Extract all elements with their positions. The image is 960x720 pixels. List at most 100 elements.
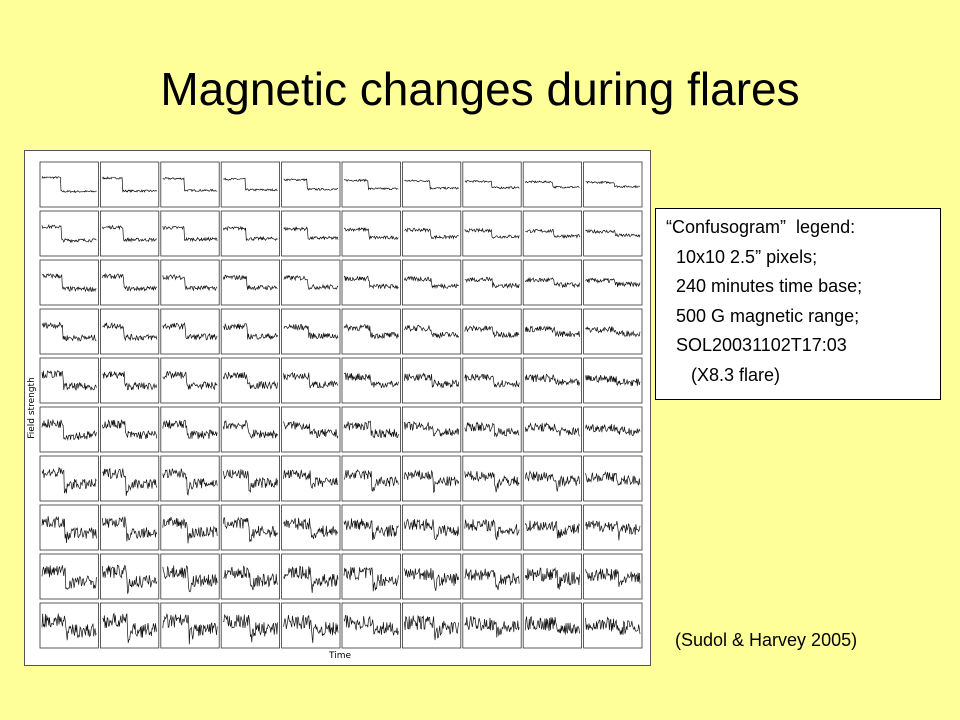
panel — [220, 161, 280, 208]
panel-trace — [283, 517, 339, 540]
panel — [100, 308, 160, 355]
panel-trace — [464, 470, 520, 493]
legend-line: SOL20031102T17:03 — [666, 335, 847, 355]
panel — [100, 553, 160, 600]
panel-trace — [585, 326, 641, 338]
panel-trace — [41, 370, 97, 391]
panel-trace — [464, 518, 520, 541]
panel-trace — [404, 372, 460, 389]
panel — [462, 553, 522, 600]
panel — [583, 504, 643, 551]
panel-grid — [39, 161, 643, 649]
panel-trace — [464, 227, 520, 240]
panel — [522, 455, 583, 502]
panel — [39, 357, 99, 404]
panel — [39, 259, 99, 306]
panel — [281, 504, 341, 551]
panel — [462, 455, 522, 502]
panel-trace — [162, 370, 218, 391]
citation: (Sudol & Harvey 2005) — [675, 630, 858, 650]
panel — [39, 455, 99, 502]
panel — [220, 602, 280, 649]
panel-trace — [585, 277, 641, 288]
panel — [522, 357, 583, 404]
panel-trace — [283, 226, 339, 241]
panel — [220, 357, 280, 404]
panel-trace — [343, 275, 399, 290]
panel — [522, 553, 583, 600]
panel-trace — [283, 565, 339, 593]
panel — [39, 504, 99, 551]
panel-trace — [162, 419, 218, 440]
panel — [160, 553, 220, 600]
panel — [341, 455, 401, 502]
panel — [583, 259, 643, 306]
panel-trace — [404, 275, 459, 290]
panel-trace — [404, 615, 460, 641]
panel-trace — [585, 228, 641, 238]
panel-trace — [404, 518, 460, 541]
panel — [341, 259, 401, 306]
panel-trace — [162, 612, 218, 645]
panel-trace — [464, 373, 520, 389]
panel-trace — [41, 516, 97, 544]
panel — [401, 161, 462, 208]
panel — [341, 357, 401, 404]
panel — [160, 161, 220, 208]
panel — [281, 406, 341, 453]
panel-trace — [162, 322, 218, 341]
panel — [341, 161, 401, 208]
panel-trace — [524, 567, 580, 590]
panel — [583, 357, 643, 404]
panel-trace — [102, 516, 158, 542]
panel — [100, 455, 160, 502]
figure-frame — [24, 150, 651, 666]
panel-trace — [41, 466, 97, 494]
panel-trace — [102, 371, 158, 391]
panel-trace — [222, 516, 278, 542]
panel-trace — [585, 567, 641, 587]
panel-trace — [222, 419, 278, 439]
panel-trace — [222, 469, 278, 493]
panel-trace — [222, 225, 278, 242]
panel-trace — [524, 373, 580, 386]
panel — [100, 259, 160, 306]
panel — [462, 161, 522, 208]
panel-trace — [41, 273, 97, 293]
panel-trace — [585, 520, 641, 541]
panel-trace — [343, 469, 399, 492]
panel — [220, 210, 280, 257]
panel-trace — [102, 419, 158, 440]
panel-trace — [585, 616, 641, 636]
panel — [39, 553, 99, 600]
panel — [583, 161, 643, 208]
panel — [401, 357, 462, 404]
panel — [583, 210, 643, 257]
panel — [522, 308, 583, 355]
panel — [220, 455, 280, 502]
panel-trace — [283, 323, 339, 340]
panel-trace — [524, 616, 580, 635]
legend-line: (X8.3 flare) — [666, 364, 781, 385]
panel-trace — [162, 565, 218, 593]
panel-trace — [404, 324, 460, 339]
panel-trace — [464, 568, 520, 591]
panel-trace — [223, 614, 278, 643]
panel-trace — [223, 322, 278, 340]
panel-trace — [343, 420, 399, 439]
confusogram: Field strength Time — [24, 150, 651, 666]
panel-trace — [41, 419, 97, 441]
panel — [100, 602, 160, 649]
panel-trace — [283, 178, 339, 191]
panel — [160, 602, 220, 649]
panel — [522, 210, 583, 257]
panel-trace — [223, 177, 278, 192]
y-axis-label: Field strength — [27, 377, 37, 439]
panel-trace — [404, 421, 460, 438]
panel-trace — [464, 421, 520, 438]
panel — [39, 308, 99, 355]
panel — [220, 259, 280, 306]
panel-trace — [162, 177, 218, 193]
legend-line: “Confusogram” legend: — [666, 217, 856, 237]
panel — [401, 406, 462, 453]
